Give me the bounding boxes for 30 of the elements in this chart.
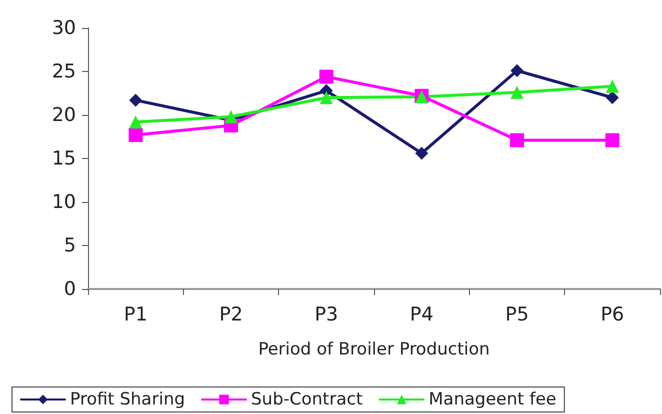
y-tick-label: 25	[52, 60, 76, 82]
point	[319, 70, 334, 84]
x-tick-label: P3	[314, 304, 338, 326]
x-tick-label: P6	[600, 304, 624, 326]
y-tick-label: 30	[52, 17, 76, 39]
point	[224, 110, 238, 124]
x-tick-label: P2	[219, 304, 243, 326]
point	[606, 80, 619, 93]
x-axis-title: Period of Broiler Production	[258, 340, 490, 360]
y-tick-label: 10	[52, 191, 76, 213]
legend-label: Sub-Contract	[251, 390, 363, 410]
point	[129, 115, 142, 128]
point	[510, 86, 524, 99]
point	[510, 133, 524, 148]
x-tick-label: P5	[505, 304, 529, 326]
point	[320, 91, 333, 104]
y-tick-label: 20	[52, 104, 76, 126]
legend-label: Manageent fee	[428, 390, 556, 410]
point	[415, 146, 428, 160]
point	[606, 91, 619, 104]
x-tick-label: P4	[410, 304, 434, 326]
legend-label: Profit Sharing	[70, 390, 186, 410]
point	[128, 128, 143, 142]
y-tick-label: 0	[64, 278, 76, 300]
x-tick-label: P1	[124, 304, 148, 326]
point	[605, 133, 620, 148]
y-tick-label: 15	[52, 148, 76, 170]
y-tick-label: 5	[64, 234, 76, 256]
point	[129, 94, 142, 107]
point	[510, 64, 524, 78]
